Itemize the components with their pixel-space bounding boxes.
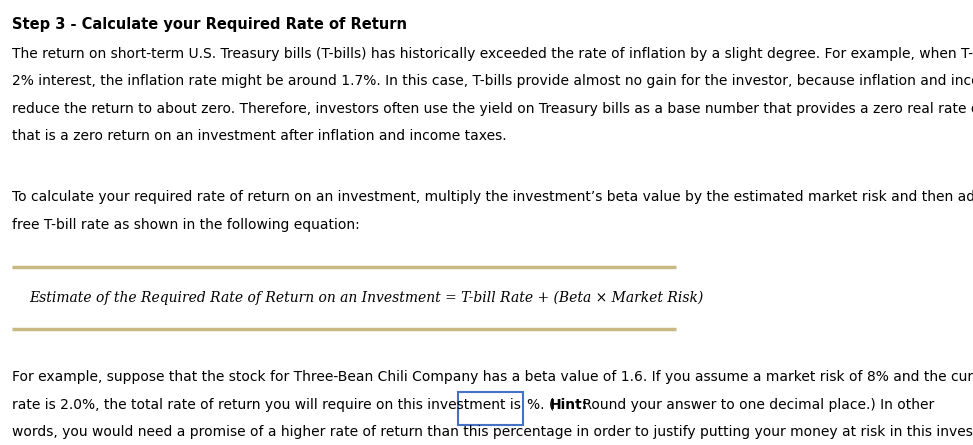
Text: %. (: %. (	[527, 398, 555, 412]
Text: words, you would need a promise of a higher rate of return than this percentage : words, you would need a promise of a hig…	[12, 425, 973, 439]
Text: that is a zero return on an investment after inflation and income taxes.: that is a zero return on an investment a…	[12, 129, 506, 143]
FancyBboxPatch shape	[458, 392, 523, 425]
Text: Estimate of the Required Rate of Return on an Investment = T-bill Rate + (Beta ×: Estimate of the Required Rate of Return …	[29, 291, 703, 305]
Text: To calculate your required rate of return on an investment, multiply the investm: To calculate your required rate of retur…	[12, 190, 973, 204]
Text: 2% interest, the inflation rate might be around 1.7%. In this case, T-bills prov: 2% interest, the inflation rate might be…	[12, 74, 973, 88]
Text: Hint:: Hint:	[550, 398, 588, 412]
Text: free T-bill rate as shown in the following equation:: free T-bill rate as shown in the followi…	[12, 218, 359, 232]
Text: rate is 2.0%, the total rate of return you will require on this investment is: rate is 2.0%, the total rate of return y…	[12, 398, 524, 412]
Text: reduce the return to about zero. Therefore, investors often use the yield on Tre: reduce the return to about zero. Therefo…	[12, 102, 973, 116]
Text: Step 3 - Calculate your Required Rate of Return: Step 3 - Calculate your Required Rate of…	[12, 17, 407, 32]
Text: Round your answer to one decimal place.) In other: Round your answer to one decimal place.)…	[578, 398, 935, 412]
Text: The return on short-term U.S. Treasury bills (T-bills) has historically exceeded: The return on short-term U.S. Treasury b…	[12, 47, 973, 61]
Text: For example, suppose that the stock for Three-Bean Chili Company has a beta valu: For example, suppose that the stock for …	[12, 370, 973, 384]
